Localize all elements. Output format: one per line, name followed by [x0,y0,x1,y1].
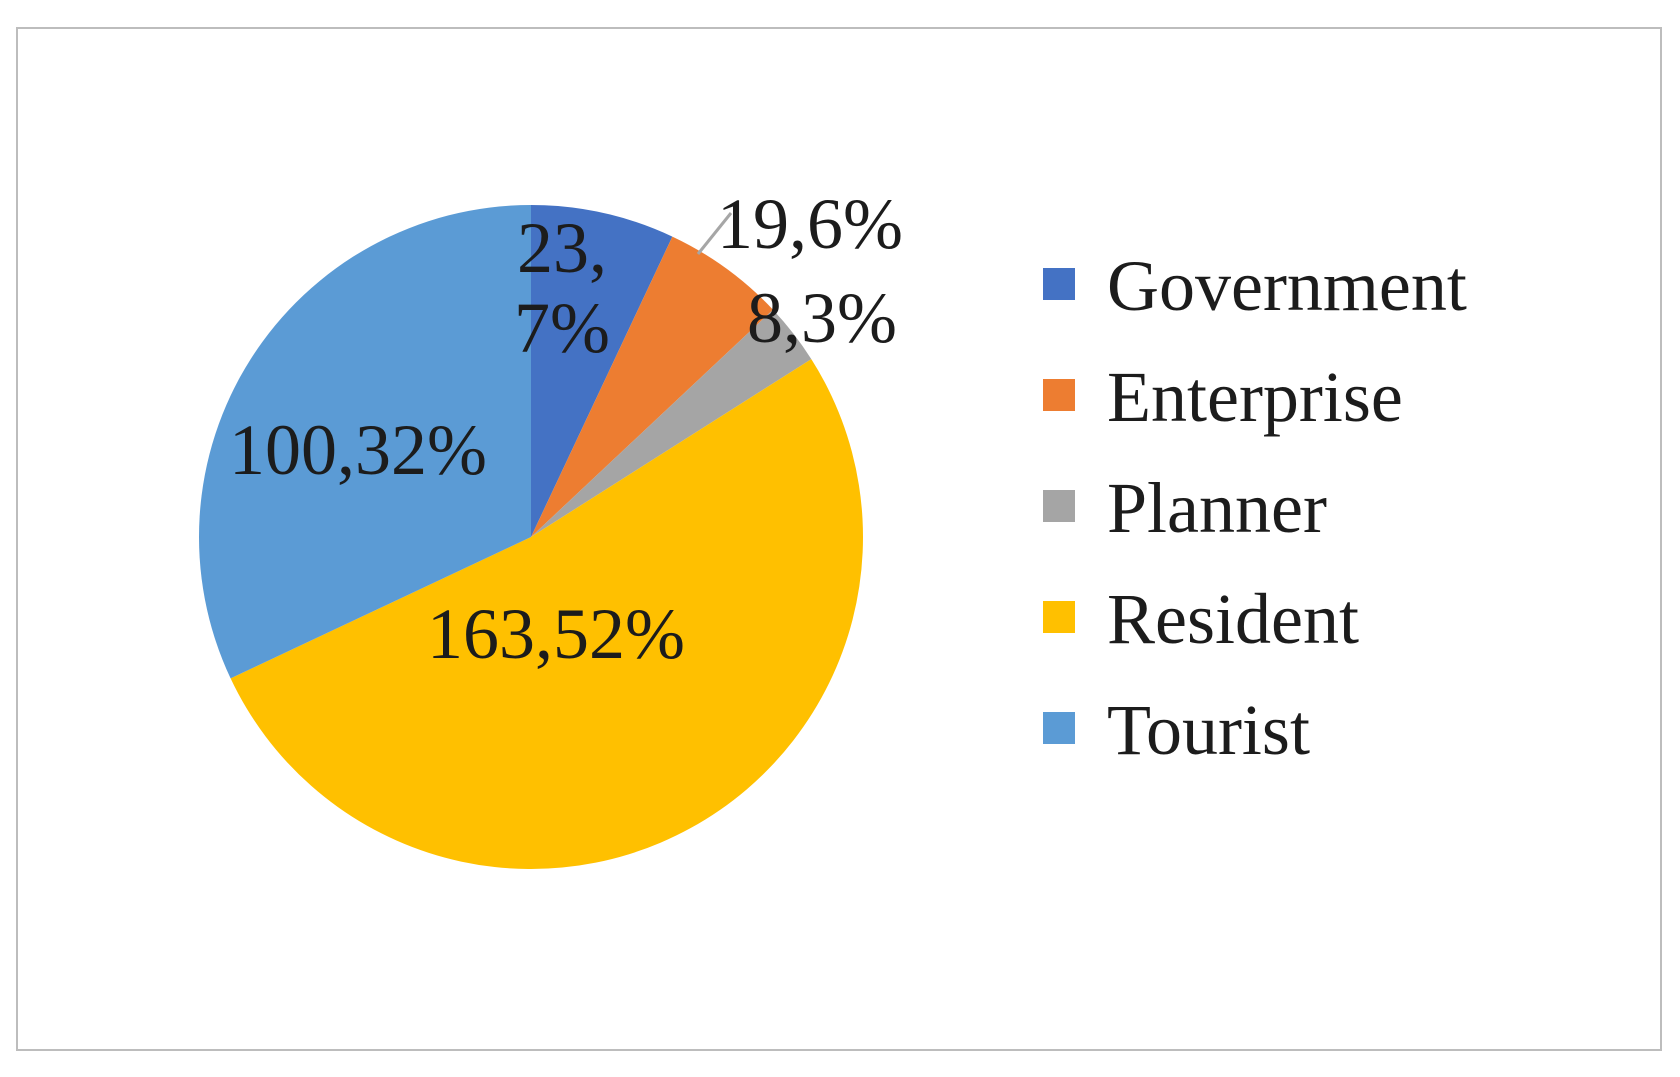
legend-label-planner: Planner [1107,468,1327,548]
legend-label-enterprise: Enterprise [1107,357,1403,437]
slice-label-tourist: 100,32% [229,410,487,490]
legend-item-resident: Resident [1043,577,1467,661]
legend-item-planner: Planner [1043,466,1467,550]
slice-label-enterprise: 19,6% [717,184,903,264]
legend-swatch-enterprise [1043,379,1075,411]
legend-swatch-planner [1043,490,1075,522]
legend-swatch-resident [1043,601,1075,633]
legend-item-government: Government [1043,244,1467,328]
pie-slice-government [531,205,673,537]
legend-swatch-tourist [1043,712,1075,744]
legend-label-tourist: Tourist [1107,690,1310,770]
legend: Government Enterprise Planner Resident T… [1043,244,1467,799]
pie-slice-enterprise [531,236,774,537]
pie-slice-planner [531,309,812,537]
pie-slice-tourist [198,204,532,679]
legend-swatch-government [1043,268,1075,300]
pie-slice-resident [230,359,863,869]
slice-label-planner: 8,3% [747,278,897,358]
legend-label-resident: Resident [1107,579,1359,659]
legend-item-enterprise: Enterprise [1043,355,1467,439]
legend-item-tourist: Tourist [1043,688,1467,772]
slice-label-resident: 163,52% [427,594,685,674]
leader-line-enterprise [696,212,733,255]
legend-label-government: Government [1107,246,1467,326]
slice-label-government: 23, 7% [514,208,610,368]
